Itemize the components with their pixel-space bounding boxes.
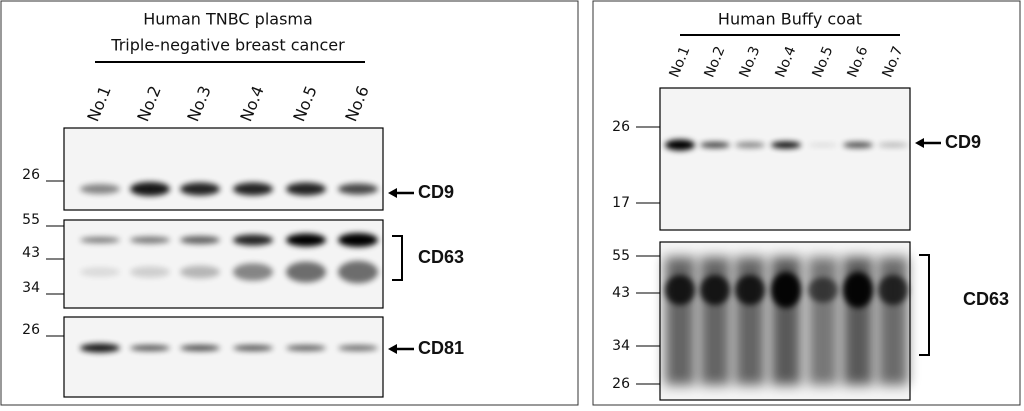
band xyxy=(286,261,326,283)
lane-label: No.4 xyxy=(236,83,267,124)
band xyxy=(735,142,765,148)
bands xyxy=(80,233,378,284)
band xyxy=(80,184,120,194)
bands xyxy=(80,182,378,196)
lane-label: No.6 xyxy=(341,83,372,124)
band xyxy=(843,272,873,308)
band xyxy=(286,182,326,196)
blot-label: CD63 xyxy=(418,247,464,267)
arrow-head xyxy=(388,344,397,354)
band xyxy=(700,142,730,148)
band xyxy=(878,142,908,148)
band xyxy=(843,142,873,148)
arrow-head xyxy=(388,188,397,198)
band xyxy=(808,277,838,303)
band xyxy=(130,182,170,196)
band xyxy=(286,345,326,351)
band xyxy=(878,275,908,305)
marker-label: 26 xyxy=(612,119,630,135)
lane-label: No.5 xyxy=(289,83,320,124)
band xyxy=(286,233,326,247)
band xyxy=(80,237,120,243)
marker-label: 55 xyxy=(612,248,630,264)
lane-label: No.1 xyxy=(83,83,114,124)
band xyxy=(338,233,378,247)
lane-label: No.4 xyxy=(773,44,800,80)
panel-title: Human TNBC plasma xyxy=(143,10,313,29)
band xyxy=(338,183,378,195)
band xyxy=(80,343,120,353)
band xyxy=(80,267,120,277)
band xyxy=(180,265,220,279)
marker-label: 43 xyxy=(22,245,40,261)
band xyxy=(233,234,273,246)
panel-title: Triple-negative breast cancer xyxy=(110,36,345,55)
lane-label: No.2 xyxy=(133,83,164,124)
lane-label: No.3 xyxy=(737,44,764,80)
smear xyxy=(808,257,838,385)
band xyxy=(130,266,170,278)
panel-title: Human Buffy coat xyxy=(718,10,862,29)
marker-label: 26 xyxy=(22,322,40,338)
lane-label: No.6 xyxy=(845,44,872,80)
band xyxy=(233,345,273,351)
band xyxy=(735,275,765,305)
blot xyxy=(63,127,384,211)
lane-label: No.7 xyxy=(880,44,907,80)
lane-label: No.2 xyxy=(702,44,729,80)
band xyxy=(665,275,695,305)
arrow-head xyxy=(915,138,924,148)
band xyxy=(771,141,801,149)
lane-label: No.5 xyxy=(810,44,837,80)
lane-label: No.3 xyxy=(183,83,214,124)
band xyxy=(180,182,220,196)
bands xyxy=(665,139,908,151)
bands xyxy=(80,343,378,353)
blot-label: CD9 xyxy=(945,132,981,152)
band xyxy=(338,345,378,351)
blot xyxy=(63,316,384,398)
band xyxy=(233,263,273,281)
lane-label: No.1 xyxy=(667,44,694,80)
marker-label: 55 xyxy=(22,212,40,228)
blot-label: CD63 xyxy=(963,289,1009,309)
bracket xyxy=(919,254,930,356)
band xyxy=(180,345,220,351)
blot-label: CD81 xyxy=(418,338,464,358)
marker-label: 34 xyxy=(22,280,40,296)
right-panel xyxy=(592,0,1021,406)
band xyxy=(180,236,220,244)
marker-label: 26 xyxy=(612,376,630,392)
left-panel xyxy=(0,0,579,406)
band xyxy=(665,139,695,151)
marker-label: 17 xyxy=(612,195,630,211)
marker-label: 34 xyxy=(612,338,630,354)
band xyxy=(130,345,170,351)
blot xyxy=(63,219,384,309)
marker-label: 43 xyxy=(612,285,630,301)
band xyxy=(808,143,838,147)
band xyxy=(338,260,378,284)
band xyxy=(130,236,170,244)
blot xyxy=(659,87,911,231)
blot-label: CD9 xyxy=(418,182,454,202)
bands xyxy=(665,257,908,385)
band xyxy=(771,272,801,308)
band xyxy=(700,275,730,305)
band xyxy=(233,182,273,196)
marker-label: 26 xyxy=(22,167,40,183)
bracket xyxy=(392,235,403,281)
